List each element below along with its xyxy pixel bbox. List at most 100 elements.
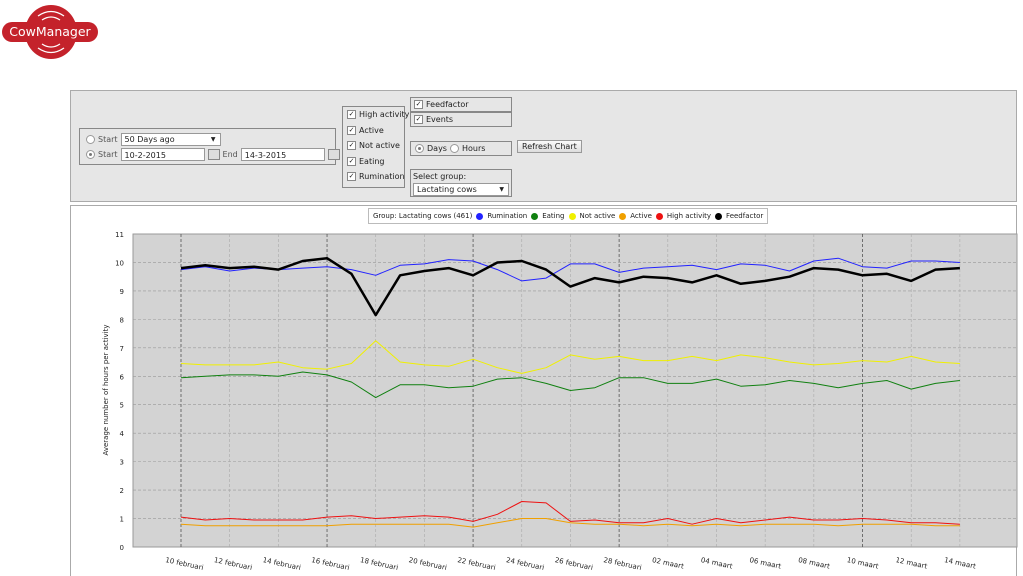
select-group-label: Select group: [413, 172, 467, 181]
activity-checkboxes: ✓ High activity ✓ Active ✓ Not active ✓ Eating ✓… [342, 106, 409, 188]
check-icon[interactable]: ✓ [347, 156, 356, 166]
interval-group: Days Hours [410, 141, 512, 156]
y-tick-label: 3 [120, 459, 124, 467]
chevron-down-icon: ▼ [210, 136, 216, 143]
start-label: Start [98, 150, 118, 159]
refresh-chart-button[interactable]: Refresh Chart [517, 140, 582, 153]
series-line-high-activity [180, 501, 960, 525]
y-tick-label: 7 [120, 345, 124, 353]
x-tick-label: 20 februari [408, 556, 448, 572]
legend-item-label[interactable]: Not active [579, 212, 616, 220]
legend-dot [715, 212, 723, 220]
checkbox-eating[interactable]: ✓ Eating [347, 156, 385, 166]
legend-dot [655, 212, 663, 220]
end-label: End [222, 150, 238, 159]
legend-item-label[interactable]: Eating [542, 212, 565, 220]
legend-item-label[interactable]: Feedfactor [726, 212, 764, 220]
x-tick-label: 22 februari [457, 556, 497, 572]
calendar-icon[interactable] [327, 149, 340, 160]
x-tick-label: 10 maart [846, 556, 879, 571]
check-icon[interactable]: ✓ [347, 110, 356, 119]
relative-start-select[interactable]: 50 Days ago ▼ [120, 133, 221, 146]
checkbox-label: Active [359, 125, 384, 135]
x-tick-label: 26 februari [554, 556, 594, 572]
checkbox-label: Rumination [359, 172, 405, 181]
checkbox-label: High activity [359, 110, 410, 119]
y-tick-label: 9 [120, 288, 124, 296]
y-tick-label: 6 [120, 373, 125, 381]
legend-title: Group: Lactating cows (461) [373, 212, 473, 220]
legend-dot [619, 212, 627, 220]
series-line-rumination [180, 257, 960, 282]
group-select[interactable]: Lactating cows ▼ [413, 183, 509, 196]
x-tick-label: 14 maart [943, 556, 976, 571]
x-tick-label: 06 maart [749, 556, 782, 571]
select-group: Select group: Lactating cows ▼ [410, 169, 512, 197]
y-tick-label: 8 [120, 316, 124, 324]
check-icon[interactable]: ✓ [347, 172, 356, 181]
events-label: Events [426, 115, 454, 124]
y-tick-label: 10 [115, 259, 124, 267]
legend-item-label[interactable]: Active [630, 212, 652, 220]
check-icon[interactable]: ✓ [414, 100, 423, 109]
x-tick-label: 12 februari [213, 556, 253, 572]
chevron-down-icon: ▼ [499, 186, 504, 193]
x-tick-label: 28 februari [603, 556, 643, 572]
checkbox-not-active[interactable]: ✓ Not active [347, 141, 400, 150]
calendar-icon[interactable] [207, 149, 220, 160]
relative-start-value: 50 Days ago [124, 135, 175, 144]
plot-area [132, 233, 1018, 548]
x-tick-label: 24 februari [505, 556, 545, 572]
y-tick-label: 1 [120, 516, 124, 524]
svg-text:CowManager: CowManager [9, 24, 91, 39]
legend-dot [476, 212, 484, 220]
x-tick-label: 08 maart [797, 556, 830, 571]
hours-label: Hours [461, 144, 486, 153]
start-date-input[interactable]: 10-2-2015 [120, 148, 205, 161]
legend-item-label[interactable]: High activity [666, 212, 712, 220]
controls-panel: Start 50 Days ago ▼ Start 10-2-2015 End 1… [70, 90, 1017, 202]
y-tick-label: 4 [120, 430, 125, 438]
group-select-value: Lactating cows [417, 185, 477, 194]
checkbox-high-activity[interactable]: ✓ High activity [347, 110, 409, 119]
x-tick-label: 10 februari [165, 556, 205, 572]
checkbox-active[interactable]: ✓ Active [347, 125, 384, 135]
legend-item-label[interactable]: Rumination [487, 212, 528, 220]
hours-radio[interactable] [449, 144, 459, 153]
days-radio[interactable] [415, 144, 424, 153]
x-tick-label: 12 maart [895, 556, 928, 571]
legend-dot [568, 212, 576, 220]
date-range-group: Start 50 Days ago ▼ Start 10-2-2015 End 1… [79, 128, 340, 165]
y-tick-label: 5 [120, 402, 124, 410]
x-tick-label: 04 maart [700, 556, 733, 571]
y-tick-label: 0 [120, 544, 124, 552]
start-relative-label: Start [98, 135, 118, 144]
series-line-active [180, 518, 960, 528]
x-tick-label: 02 maart [651, 556, 684, 571]
start-date-radio[interactable] [86, 150, 95, 159]
x-tick-label: 14 februari [262, 556, 302, 572]
days-label: Days [427, 144, 447, 153]
legend-dot [531, 212, 539, 220]
cowmanager-logo: CowManager [2, 5, 98, 59]
check-icon[interactable]: ✓ [347, 141, 356, 150]
checkbox-label: Not active [359, 141, 400, 150]
y-axis-label: Average number of hours per activity [102, 324, 110, 455]
check-icon[interactable]: ✓ [347, 125, 356, 135]
series-line-eating [180, 371, 960, 399]
y-tick-label: 2 [120, 487, 124, 495]
events-toggle[interactable]: ✓ Events [410, 112, 512, 127]
chart-legend: Group: Lactating cows (461) Rumination Ea… [368, 208, 769, 224]
series-line-feedfactor [180, 256, 960, 317]
x-tick-label: 18 februari [359, 556, 399, 572]
x-tick-label: 16 februari [311, 556, 351, 572]
checkbox-label: Eating [359, 156, 385, 166]
feedfactor-label: Feedfactor [426, 100, 469, 109]
start-relative-radio[interactable] [86, 135, 95, 144]
y-tick-label: 11 [115, 231, 124, 239]
checkbox-rumination[interactable]: ✓ Rumination [347, 172, 405, 181]
check-icon[interactable]: ✓ [414, 115, 423, 124]
feedfactor-toggle[interactable]: ✓ Feedfactor [410, 97, 512, 112]
end-date-input[interactable]: 14-3-2015 [240, 148, 325, 161]
